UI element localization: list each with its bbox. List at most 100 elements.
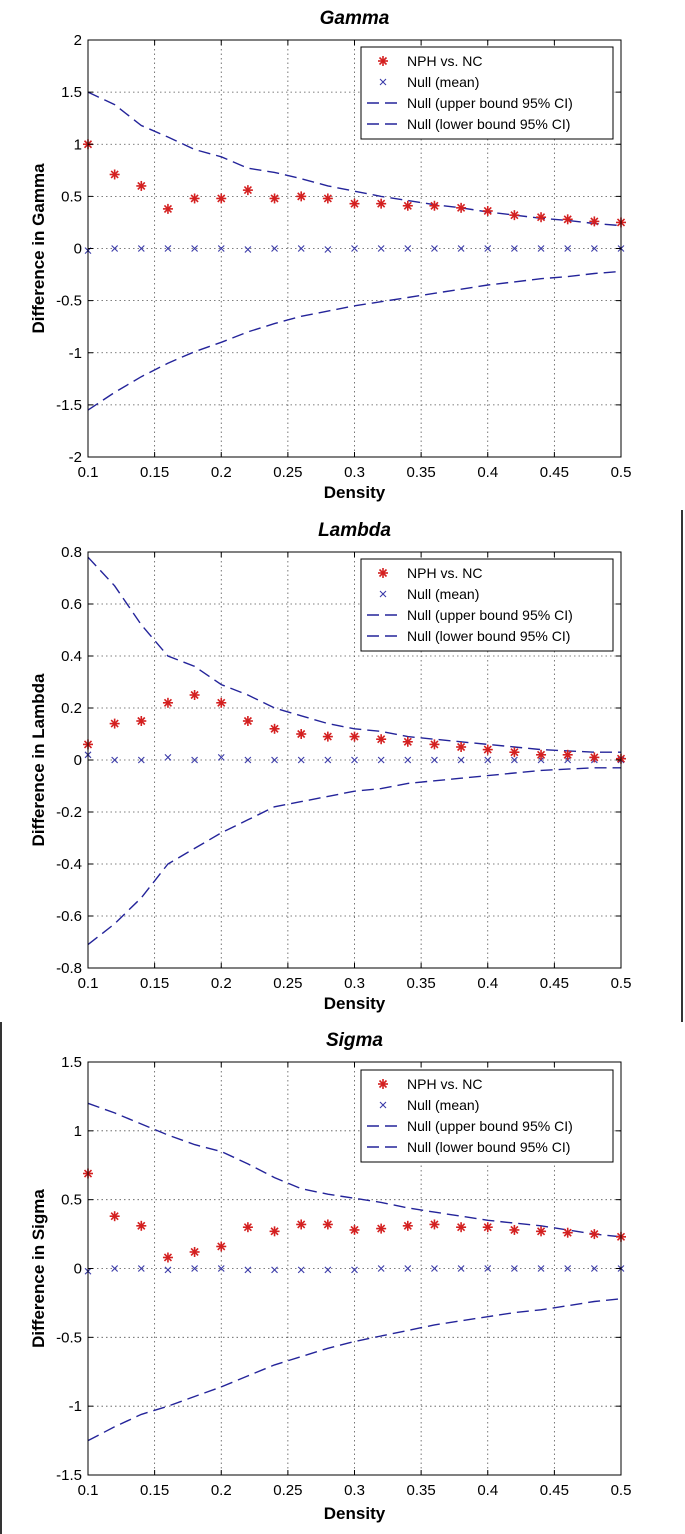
null-mean-point [111, 1265, 119, 1272]
legend-entry-label: Null (upper bound 95% CI) [407, 95, 573, 111]
null-mean-point [564, 245, 572, 252]
null-mean-point [404, 245, 412, 252]
observed-point [349, 1224, 360, 1235]
y-axis-label: Difference in Gamma [29, 163, 48, 334]
observed-point [242, 185, 253, 196]
x-tick-label: 0.3 [344, 464, 365, 481]
observed-point [509, 210, 520, 221]
observed-point [189, 690, 200, 700]
observed-point [509, 1224, 520, 1235]
observed-point [189, 1246, 200, 1257]
null-mean-point [111, 756, 119, 764]
observed-point [376, 734, 387, 745]
null-mean-point [297, 1266, 305, 1274]
observed-point [456, 742, 467, 752]
null-mean-point [564, 1265, 572, 1272]
null-mean-point [537, 756, 545, 764]
x-tick-label: 0.35 [407, 975, 436, 992]
x-tick-label: 0.5 [611, 464, 632, 481]
y-tick-label: -0.6 [56, 908, 82, 925]
y-tick-label: -0.5 [56, 293, 82, 310]
y-tick-label: 0 [74, 241, 82, 258]
y-tick-label: 0 [74, 1261, 82, 1278]
x-tick-label: 0.3 [344, 1482, 365, 1499]
legend-star-marker [378, 1079, 388, 1089]
null-mean-point [244, 246, 252, 253]
legend-entry-label: NPH vs. NC [407, 565, 482, 581]
null-mean-point [137, 756, 145, 764]
null-mean-point [297, 756, 305, 764]
null-mean-point [111, 245, 119, 252]
null-mean-point [217, 245, 225, 252]
legend: NPH vs. NC Null (mean) Null (upper bound 9… [360, 558, 614, 652]
observed-point [296, 1219, 307, 1230]
null-mean-point [431, 756, 438, 764]
y-tick-label: -1.5 [56, 397, 82, 414]
legend-box [360, 1069, 614, 1163]
x-tick-label: 0.15 [140, 464, 169, 481]
null-mean-point [404, 756, 412, 764]
observed-point [349, 731, 360, 742]
null-mean-point [351, 245, 358, 252]
null-mean-point [511, 756, 518, 764]
observed-point [109, 1211, 120, 1222]
null-mean-point [191, 1265, 198, 1272]
null-mean-point [324, 756, 332, 764]
observed-point [216, 193, 227, 204]
observed-point [216, 697, 227, 708]
x-axis-label: Density [324, 483, 386, 502]
observed-point [269, 723, 280, 734]
x-tick-label: 0.45 [540, 1482, 569, 1499]
null-mean-point [271, 756, 278, 764]
upper-ci-line [87, 1102, 622, 1238]
lower-ci-line [87, 270, 622, 411]
legend-x-marker [379, 1101, 387, 1109]
observed-point [296, 191, 307, 202]
null-mean-point [324, 246, 332, 253]
observed-point [402, 1220, 413, 1231]
null-mean-point [457, 245, 465, 252]
observed-point [402, 200, 413, 211]
y-tick-label: 0.4 [61, 648, 82, 665]
x-tick-label: 0.5 [611, 975, 632, 992]
x-tick-label: 0.1 [78, 1482, 99, 1499]
x-tick-label: 0.1 [78, 464, 99, 481]
null-mean-point [271, 245, 278, 252]
lambda-panel: 0.1 0.15 0.2 0.25 0.3 0.35 0.4 0.45 0.5 -0.8 -0.6 -… [29, 520, 631, 1013]
observed-point [536, 1226, 547, 1237]
x-tick-label: 0.5 [611, 1482, 632, 1499]
x-tick-label: 0.35 [407, 1482, 436, 1499]
null-mean-point [377, 245, 385, 252]
observed-point [349, 198, 360, 209]
null-mean-point [590, 245, 598, 252]
observed-point [242, 716, 253, 726]
y-tick-label: -1 [69, 345, 82, 362]
null-mean-point [297, 245, 305, 252]
observed-point [562, 214, 573, 225]
observed-point [589, 216, 600, 227]
y-tick-label: 1 [74, 136, 82, 153]
y-tick-label: 0 [74, 752, 82, 769]
x-tick-label: 0.15 [140, 975, 169, 992]
x-tick-label: 0.25 [273, 1482, 302, 1499]
null-mean-point [537, 1265, 545, 1272]
y-tick-label: -0.5 [56, 1329, 82, 1346]
x-tick-label: 0.2 [211, 1482, 232, 1499]
legend-x-marker [379, 78, 387, 86]
legend-entry-label: Null (upper bound 95% CI) [407, 1118, 573, 1134]
y-axis-label: Difference in Lambda [29, 673, 48, 846]
observed-point [376, 198, 387, 209]
legend-entry-label: NPH vs. NC [407, 53, 482, 69]
legend-entry-label: Null (mean) [407, 586, 479, 602]
x-axis-label: Density [324, 994, 386, 1013]
null-mean-point [351, 756, 358, 764]
chart-title: Sigma [326, 1030, 383, 1051]
x-tick-label: 0.4 [477, 1482, 498, 1499]
null-mean-point [164, 245, 172, 252]
null-mean-point [244, 1266, 252, 1274]
x-tick-label: 0.45 [540, 464, 569, 481]
legend-entry-label: Null (lower bound 95% CI) [407, 1139, 570, 1155]
null-mean-point [164, 1266, 172, 1274]
null-mean-point [244, 756, 252, 764]
